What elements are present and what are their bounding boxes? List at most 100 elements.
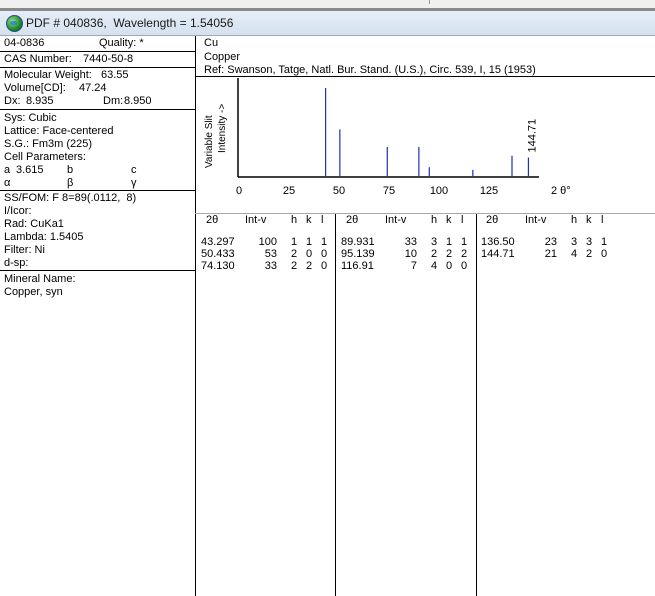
- table-cell: 23: [544, 236, 557, 248]
- x-tick-label: 50: [333, 185, 345, 197]
- volume-value: 47.24: [79, 82, 107, 94]
- table-row: 50.433 53 2 0 0: [201, 248, 336, 260]
- mol-weight-value: 63.55: [101, 69, 129, 81]
- window-title: PDF # 040836, Wavelength = 1.54056: [26, 16, 234, 30]
- column-header: 2θ: [346, 214, 359, 226]
- table-cell: 95.139: [341, 248, 375, 260]
- window-titlebar[interactable]: PDF # 040836, Wavelength = 1.54056: [0, 11, 655, 36]
- table-cell: 1: [601, 236, 608, 248]
- table-cell: 2: [586, 248, 593, 260]
- dm-label: Dm:: [103, 95, 124, 107]
- ss-fom: SS/FOM: F 8=89(.0112, 8): [4, 192, 137, 204]
- peaks-table-column: 2θ Int-v h k l 136.50 23 3 3 1 144.71 21 4 2 0: [481, 214, 616, 260]
- column-header: Int-v: [245, 214, 267, 226]
- table-cell: 136.50: [481, 236, 515, 248]
- table-cell: 50.433: [201, 248, 235, 260]
- left-panel-divider: [195, 36, 196, 596]
- table-cell: 0: [321, 260, 328, 272]
- table-cell: 2: [446, 248, 453, 260]
- table-divider-1: [335, 214, 336, 596]
- cell-gamma-label: γ: [131, 177, 137, 189]
- reference: Ref: Swanson, Tatge, Natl. Bur. Stand. (…: [204, 64, 536, 76]
- table-cell: 33: [404, 236, 417, 248]
- dm-value: 8.950: [124, 95, 152, 107]
- table-cell: 2: [291, 260, 298, 272]
- table-cell: 7: [410, 260, 417, 272]
- cell-parameters-label: Cell Parameters:: [4, 151, 86, 163]
- table-row: 74.130 33 2 2 0: [201, 260, 336, 272]
- table-cell: 4: [571, 248, 578, 260]
- peak-annotation: 144.71: [526, 119, 538, 153]
- column-header: l: [601, 214, 604, 226]
- divider: [0, 51, 195, 52]
- d-spacing: d-sp:: [4, 257, 29, 269]
- x-axis-label: 2 θ°: [551, 185, 571, 197]
- column-header: Int-v: [525, 214, 547, 226]
- formula: Cu: [204, 37, 219, 49]
- table-cell: 0: [321, 248, 328, 260]
- mineral-name-label: Mineral Name:: [4, 273, 76, 285]
- table-cell: 4: [431, 260, 438, 272]
- x-tick-label: 25: [283, 185, 295, 197]
- table-header-row: 2θ Int-v h k l: [481, 214, 616, 236]
- cell-a-label: a: [4, 164, 11, 176]
- space-group: S.G.: Fm3m (225): [4, 138, 93, 150]
- table-cell: 3: [571, 236, 578, 248]
- table-cell: 116.91: [341, 260, 374, 272]
- table-row: 116.91 7 4 0 0: [341, 260, 476, 272]
- x-tick-label: 125: [480, 185, 498, 197]
- table-row: 89.931 33 3 1 1: [341, 236, 476, 248]
- quality-label: Quality: *: [99, 37, 144, 49]
- filter: Filter: Ni: [4, 244, 45, 256]
- table-cell: 1: [306, 236, 313, 248]
- x-tick-label: 0: [236, 185, 242, 197]
- divider: [0, 67, 195, 68]
- table-row: 95.139 10 2 2 2: [341, 248, 476, 260]
- y-axis-label-line1: Variable Slit: [204, 115, 215, 168]
- table-row: 43.297 100 1 1 1: [201, 236, 336, 248]
- x-tick-label: 100: [430, 185, 448, 197]
- peaks-table-column: 2θ Int-v h k l 89.931 33 3 1 1 95.139 10 2 2 2 116.91 7 4…: [341, 214, 476, 272]
- column-header: l: [461, 214, 464, 226]
- pdf-card: 04-0836 Quality: * CAS Number: 7440-50-8…: [0, 36, 655, 596]
- dx-value: 8.935: [26, 95, 54, 107]
- table-cell: 74.130: [201, 260, 235, 272]
- column-header: 2θ: [206, 214, 219, 226]
- table-row: 136.50 23 3 3 1: [481, 236, 616, 248]
- lambda: Lambda: 1.5405: [4, 231, 84, 243]
- column-header: h: [571, 214, 578, 226]
- compound-name: Copper: [204, 51, 241, 63]
- cell-a-value: 3.615: [16, 164, 44, 176]
- table-cell: 2: [291, 248, 298, 260]
- cell-b-label: b: [67, 164, 74, 176]
- globe-icon: [6, 15, 23, 32]
- divider: [0, 109, 195, 110]
- table-cell: 3: [431, 236, 438, 248]
- table-cell: 2: [431, 248, 438, 260]
- table-cell: 144.71: [481, 248, 515, 260]
- column-header: k: [306, 214, 312, 226]
- divider: [0, 270, 195, 271]
- cas-value: 7440-50-8: [83, 53, 134, 65]
- table-cell: 0: [601, 248, 608, 260]
- table-cell: 1: [461, 236, 468, 248]
- dx-label: Dx:: [4, 95, 21, 107]
- strip-divider: [429, 0, 430, 4]
- table-divider-2: [476, 214, 477, 596]
- table-cell: 1: [446, 236, 453, 248]
- y-axis-label-line2: Intensity ->: [217, 104, 228, 153]
- column-header: h: [431, 214, 438, 226]
- table-cell: 0: [461, 260, 468, 272]
- crystal-system: Sys: Cubic: [4, 112, 57, 124]
- table-cell: 43.297: [201, 236, 235, 248]
- table-header-row: 2θ Int-v h k l: [341, 214, 476, 236]
- left-panel: 04-0836 Quality: * CAS Number: 7440-50-8…: [0, 36, 195, 596]
- lattice: Lattice: Face-centered: [4, 125, 114, 137]
- column-header: h: [291, 214, 298, 226]
- column-header: k: [446, 214, 452, 226]
- table-cell: 1: [321, 236, 328, 248]
- cas-label: CAS Number:: [4, 53, 72, 65]
- table-cell: 100: [258, 236, 277, 248]
- column-header: 2θ: [486, 214, 499, 226]
- column-header: Int-v: [385, 214, 407, 226]
